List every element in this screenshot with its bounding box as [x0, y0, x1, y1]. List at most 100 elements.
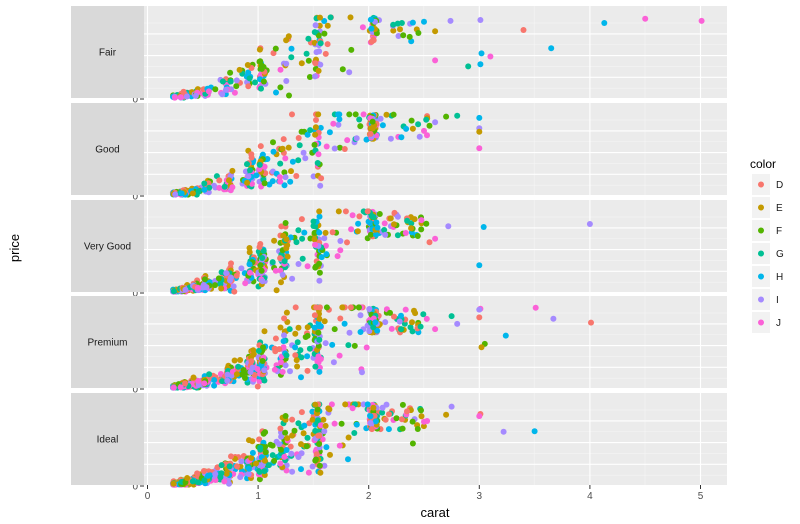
scatter-point	[344, 239, 350, 246]
scatter-point	[414, 426, 421, 432]
scatter-point	[172, 94, 178, 101]
scatter-point	[339, 304, 346, 311]
scatter-point	[368, 25, 375, 32]
scatter-point	[383, 111, 390, 118]
legend-label: I	[776, 295, 779, 306]
scatter-point	[226, 463, 233, 470]
scatter-point	[285, 144, 292, 151]
scatter-point	[364, 208, 371, 215]
scatter-point	[233, 83, 240, 90]
scatter-point	[382, 231, 389, 238]
scatter-point	[300, 149, 307, 156]
scatter-point	[418, 217, 425, 224]
scatter-point	[360, 111, 367, 118]
scatter-points	[169, 14, 705, 488]
scatter-point	[346, 329, 353, 336]
scatter-point	[315, 111, 322, 118]
legend-label: J	[776, 318, 781, 329]
scatter-point	[336, 352, 343, 359]
scatter-point	[298, 216, 305, 223]
scatter-point	[398, 134, 405, 141]
scatter-point	[280, 136, 287, 143]
scatter-point	[226, 177, 232, 184]
scatter-point	[248, 454, 255, 461]
scatter-point	[367, 231, 374, 238]
scatter-point	[201, 186, 208, 193]
scatter-point	[698, 17, 705, 24]
scatter-point	[305, 35, 312, 42]
scatter-point	[255, 347, 262, 354]
scatter-point	[270, 139, 276, 146]
scatter-point	[289, 275, 296, 282]
scatter-point	[289, 468, 296, 475]
scatter-point	[234, 463, 240, 470]
scatter-point	[312, 363, 319, 370]
scatter-point	[313, 117, 319, 123]
scatter-point	[369, 125, 376, 132]
scatter-point	[370, 214, 377, 220]
facet-strip	[71, 103, 144, 195]
scatter-point	[269, 442, 276, 449]
scatter-point	[367, 220, 374, 227]
scatter-point	[345, 342, 352, 349]
scatter-point	[228, 453, 234, 460]
scatter-point	[399, 425, 406, 432]
scatter-point	[487, 53, 494, 60]
scatter-point	[500, 428, 507, 435]
scatter-point	[256, 161, 263, 168]
scatter-point	[245, 173, 252, 180]
facet-label: Very Good	[84, 242, 131, 253]
scatter-point	[282, 220, 289, 226]
scatter-point	[289, 158, 296, 165]
scatter-point	[381, 220, 388, 227]
scatter-point	[256, 468, 263, 475]
scatter-point	[322, 229, 329, 236]
scatter-point	[316, 269, 323, 276]
scatter-point	[397, 26, 403, 33]
scatter-point	[331, 145, 338, 152]
scatter-point	[292, 330, 299, 337]
scatter-point	[409, 19, 416, 26]
scatter-point	[218, 462, 225, 469]
scatter-point	[205, 472, 211, 479]
scatter-point	[601, 20, 608, 26]
scatter-point	[386, 411, 392, 418]
scatter-point	[280, 338, 287, 345]
scatter-point	[586, 221, 593, 227]
scatter-point	[180, 88, 187, 95]
scatter-point	[383, 401, 390, 408]
scatter-point	[325, 405, 332, 412]
scatter-point	[235, 363, 242, 370]
scatter-point	[283, 447, 290, 453]
legend-label: G	[776, 249, 784, 260]
scatter-point	[311, 312, 318, 319]
scatter-point	[293, 239, 300, 246]
scatter-point	[271, 237, 278, 244]
scatter-point	[314, 160, 321, 166]
scatter-point	[432, 235, 439, 242]
scatter-point	[295, 324, 302, 331]
scatter-point	[223, 270, 230, 277]
scatter-point	[336, 442, 343, 449]
scatter-point	[238, 458, 245, 465]
scatter-point	[294, 339, 301, 346]
scatter-point	[306, 74, 313, 80]
scatter-point	[301, 422, 308, 429]
x-tick-label: 4	[587, 491, 593, 502]
scatter-point	[231, 357, 238, 364]
scatter-point	[316, 462, 323, 469]
scatter-point	[247, 167, 253, 174]
scatter-point	[346, 69, 353, 76]
facet-strip	[71, 6, 144, 98]
scatter-point	[277, 178, 284, 185]
scatter-point	[309, 408, 316, 415]
scatter-point	[315, 151, 322, 158]
scatter-point	[264, 156, 271, 162]
scatter-point	[295, 454, 302, 460]
scatter-point	[283, 352, 290, 359]
scatter-point	[229, 167, 236, 174]
scatter-point	[211, 377, 218, 383]
scatter-point	[477, 61, 484, 68]
legend-swatch	[758, 204, 764, 211]
scatter-point	[335, 121, 342, 128]
